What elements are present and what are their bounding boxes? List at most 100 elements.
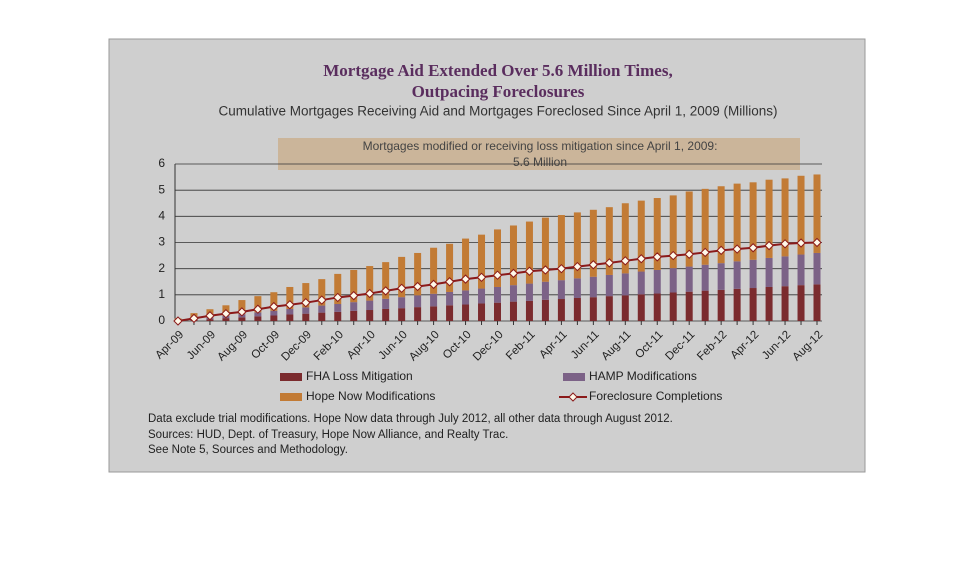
bar: [749, 182, 757, 260]
bar: [621, 273, 629, 296]
bar: [813, 284, 821, 321]
bar: [398, 256, 406, 298]
line-marker: [349, 290, 359, 301]
legend-label: Foreclosure Completions: [589, 389, 722, 403]
bar: [653, 198, 661, 270]
bar: [557, 280, 565, 300]
bar: [494, 302, 501, 321]
line-marker: [317, 295, 327, 305]
bar: [398, 308, 406, 321]
bar: [701, 188, 709, 265]
footnote: Sources: HUD, Dept. of Treasury, Hope No…: [148, 429, 508, 441]
bar: [222, 318, 230, 321]
bar: [525, 283, 533, 301]
bar: [462, 290, 470, 305]
bar: [494, 286, 501, 303]
bar: [509, 225, 517, 286]
bar: [318, 305, 326, 313]
bar: [589, 276, 597, 298]
line-marker: [428, 279, 439, 290]
bar: [573, 212, 581, 279]
line-marker: [524, 266, 535, 276]
bar: [366, 310, 374, 321]
bar: [318, 312, 326, 321]
bar: [430, 306, 438, 321]
bar: [525, 300, 533, 321]
bar: [589, 297, 597, 321]
line-marker: [285, 300, 295, 310]
bar: [685, 291, 693, 321]
bar: [509, 301, 517, 321]
bar: [781, 178, 789, 257]
bar: [589, 209, 597, 277]
legend-swatch: [280, 393, 302, 401]
bar: [701, 264, 709, 291]
bar: [669, 195, 677, 269]
y-tick-label: 0: [158, 313, 165, 327]
bar: [318, 279, 326, 306]
bar: [669, 268, 677, 293]
line-marker: [301, 297, 311, 308]
bar: [605, 296, 613, 321]
bar: [621, 203, 629, 274]
bar: [270, 310, 278, 316]
bar: [605, 274, 613, 297]
bar: [541, 217, 549, 282]
bar: [733, 183, 741, 262]
bar: [685, 266, 693, 292]
bar: [781, 286, 789, 321]
bar: [366, 266, 374, 301]
line-marker: [237, 307, 247, 317]
bar: [254, 296, 262, 313]
bar: [637, 200, 645, 272]
bar: [478, 303, 486, 321]
bar: [430, 293, 438, 307]
bar: [701, 290, 709, 321]
bar: [669, 292, 677, 321]
y-tick-label: 1: [158, 287, 165, 301]
bar: [765, 286, 773, 321]
bar: [573, 278, 581, 298]
bar: [270, 292, 278, 311]
line-marker: [189, 313, 199, 324]
line-marker: [764, 240, 774, 251]
bar: [717, 289, 725, 321]
bar: [717, 263, 725, 290]
bar: [446, 291, 454, 306]
bar: [270, 315, 278, 321]
line-marker: [748, 243, 758, 253]
chart-subtitle: Cumulative Mortgages Receiving Aid and M…: [218, 104, 777, 119]
legend-swatch: [280, 373, 302, 381]
bar: [541, 281, 549, 300]
bar: [302, 283, 310, 308]
bar: [797, 175, 805, 255]
bar: [573, 297, 581, 321]
bar: [286, 286, 294, 309]
annotation: 5.6 Million: [513, 155, 567, 169]
line-marker: [269, 301, 279, 312]
line-marker: [780, 239, 790, 249]
bar: [557, 299, 565, 321]
bar: [446, 243, 454, 292]
bar: [286, 308, 294, 315]
bar: [749, 288, 757, 321]
y-tick-label: 6: [158, 156, 165, 170]
bar: [238, 300, 246, 315]
line-marker: [221, 308, 231, 319]
bar: [653, 269, 661, 294]
bar: [414, 307, 422, 321]
y-tick-label: 5: [158, 182, 165, 196]
y-tick-label: 2: [158, 261, 165, 275]
bar: [478, 288, 486, 304]
line-marker: [476, 272, 487, 283]
bar: [254, 316, 262, 321]
bar: [637, 271, 645, 295]
y-tick-label: 4: [158, 209, 165, 223]
bar: [366, 300, 374, 311]
bar: [797, 285, 805, 321]
bar: [797, 254, 805, 286]
bar: [302, 307, 310, 314]
line-marker: [333, 292, 343, 303]
line-marker: [604, 258, 615, 268]
legend-label: FHA Loss Mitigation: [306, 369, 413, 383]
